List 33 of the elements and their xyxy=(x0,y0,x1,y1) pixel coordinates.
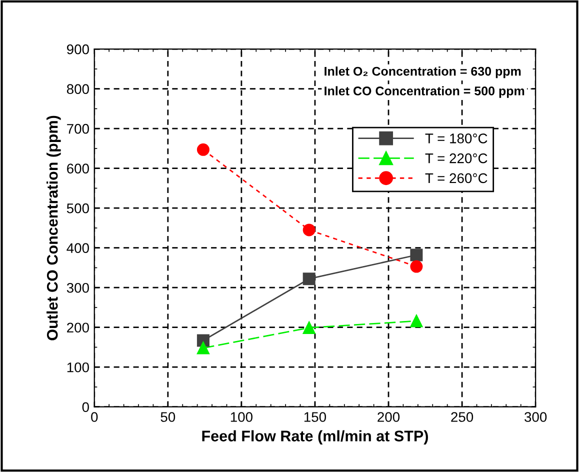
x-tick-label: 300 xyxy=(524,412,547,422)
x-tick-label: 50 xyxy=(160,412,176,422)
y-tick-label: 500 xyxy=(66,203,89,214)
point xyxy=(410,314,423,328)
x-axis-title: Feed Flow Rate (ml/min at STP) xyxy=(202,430,428,444)
legend-label: T = 220°C xyxy=(425,153,488,164)
y-tick-label: 600 xyxy=(67,164,89,174)
y-tick-label: 300 xyxy=(66,282,89,293)
x-tick-label: 0 xyxy=(91,412,98,422)
y-tick-label: 900 xyxy=(66,44,89,54)
point xyxy=(302,272,316,286)
annotation: Inlet O₂ Concentration = 630 ppm xyxy=(324,66,521,78)
point xyxy=(410,260,423,273)
point xyxy=(196,143,210,156)
annotation: Inlet CO Concentration = 500 ppm xyxy=(324,86,524,98)
x-tick-label: 150 xyxy=(304,412,326,422)
x-tick-label: 250 xyxy=(451,412,474,422)
legend-label: T = 260°C xyxy=(425,173,488,184)
y-axis-title: Outlet CO Concentration (ppm) xyxy=(46,116,61,340)
x-tick-label: 100 xyxy=(230,412,252,422)
point xyxy=(410,248,423,262)
legend-label: T = 180°C xyxy=(425,134,488,144)
x-tick-label: 200 xyxy=(378,412,400,422)
y-tick-label: 400 xyxy=(66,243,89,254)
y-tick-label: 0 xyxy=(82,402,89,412)
y-tick-label: 800 xyxy=(66,84,89,94)
y-tick-label: 200 xyxy=(67,322,89,333)
point xyxy=(196,342,210,354)
point xyxy=(302,224,316,236)
y-tick-label: 700 xyxy=(67,124,89,134)
point xyxy=(196,334,210,347)
point xyxy=(302,322,316,334)
y-tick-label: 100 xyxy=(67,362,89,372)
